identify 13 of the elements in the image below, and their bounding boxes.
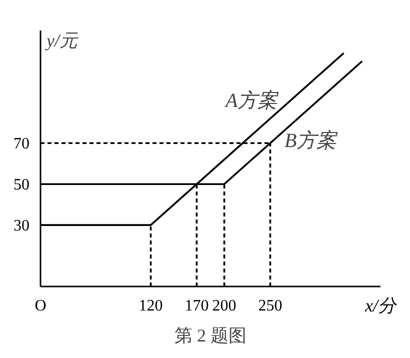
y-tick-label: 70 bbox=[14, 136, 30, 153]
series-label: A方案 bbox=[223, 89, 280, 112]
x-tick-label: 250 bbox=[258, 298, 282, 314]
x-axis-title: x/分 bbox=[364, 296, 398, 316]
y-tick-label: 30 bbox=[14, 218, 30, 235]
text: 第 2 题图 bbox=[174, 326, 246, 346]
x-tick-label: O bbox=[34, 298, 46, 314]
x-tick-label: 200 bbox=[212, 298, 236, 314]
y-tick-label: 50 bbox=[14, 176, 30, 194]
series-label: B方案 bbox=[284, 129, 339, 152]
y-axis-title: y/元 bbox=[44, 30, 80, 50]
x-tick-label: 170 bbox=[184, 298, 209, 314]
x-tick-label: 120 bbox=[138, 298, 163, 314]
